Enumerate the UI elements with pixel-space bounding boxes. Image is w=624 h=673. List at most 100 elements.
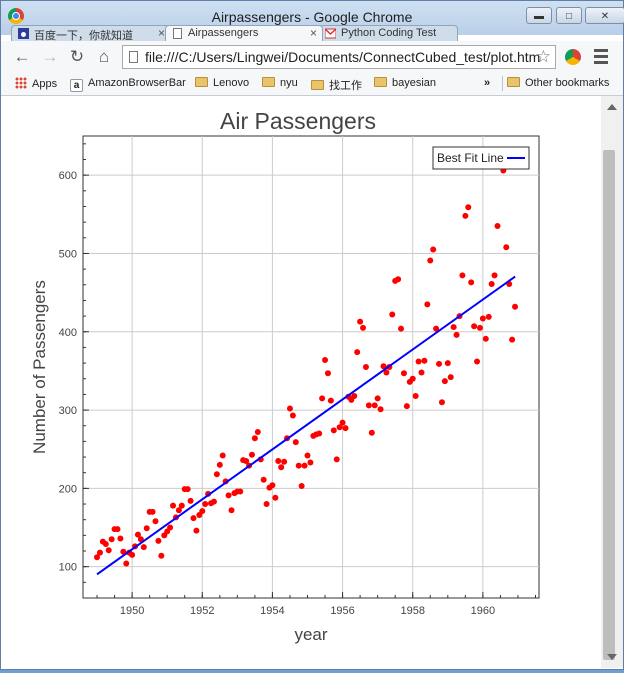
data-point — [383, 369, 390, 376]
x-tick-label: 1952 — [190, 605, 214, 617]
data-point — [123, 560, 130, 567]
chrome-menu-icon[interactable] — [594, 47, 608, 65]
data-point — [433, 325, 440, 332]
tab-label: 百度一下，你就知道 — [34, 30, 133, 41]
data-point — [368, 429, 375, 436]
data-point — [418, 369, 425, 376]
tab-python-coding-test[interactable]: Python Coding Test — [318, 25, 458, 41]
data-point — [371, 402, 378, 409]
y-tick-label: 600 — [59, 170, 77, 182]
page-content: 1950 1952 1954 1956 1958 1960 100 200 300 400 500… — [1, 96, 601, 668]
data-point — [158, 552, 165, 559]
legend: Best Fit Line — [432, 146, 530, 170]
tab-close-icon[interactable]: × — [309, 26, 317, 40]
scroll-up-arrow-icon[interactable] — [607, 104, 617, 110]
grid — [83, 136, 539, 598]
fit-line-series — [96, 275, 516, 576]
data-point — [427, 257, 434, 264]
tab-airpassengers[interactable]: Airpassengers × — [165, 25, 323, 41]
data-point — [301, 462, 308, 469]
scatter-series — [94, 154, 519, 567]
data-point — [272, 494, 279, 501]
x-axis-label: year — [294, 625, 327, 644]
data-point — [479, 315, 486, 322]
data-point — [327, 397, 334, 404]
bookmark-nyu[interactable]: nyu — [262, 77, 298, 89]
data-point — [441, 378, 448, 385]
data-point — [251, 435, 258, 442]
legend-label: Best Fit Line — [437, 151, 504, 165]
y-tick-label: 100 — [59, 562, 77, 574]
data-point — [210, 498, 217, 505]
data-point — [324, 370, 331, 377]
data-point — [295, 462, 302, 469]
data-point — [155, 537, 162, 544]
data-point — [509, 336, 516, 343]
data-point — [339, 419, 346, 426]
reload-icon[interactable]: ↻ — [69, 47, 85, 66]
data-point — [213, 471, 220, 478]
data-point — [319, 395, 326, 402]
data-point — [389, 311, 396, 318]
data-point — [430, 246, 437, 253]
minimize-button[interactable]: ▬ — [526, 7, 552, 24]
data-point — [362, 364, 369, 370]
close-window-button[interactable]: ✕ — [585, 7, 624, 24]
bookmark-apps[interactable]: Apps — [15, 77, 57, 90]
address-bar[interactable]: file:///C:/Users/Lingwei/Documents/Conne… — [122, 45, 556, 69]
data-point — [444, 360, 451, 367]
extension-icon[interactable] — [565, 49, 581, 65]
maximize-button[interactable]: □ — [556, 7, 582, 24]
tab-close-icon[interactable]: × — [157, 26, 165, 40]
scroll-down-arrow-icon[interactable] — [607, 654, 617, 660]
data-point — [129, 551, 136, 558]
data-point — [248, 451, 255, 458]
data-point — [243, 457, 250, 464]
data-point — [360, 324, 367, 331]
data-point — [330, 427, 337, 434]
bookmark-other[interactable]: Other bookmarks — [507, 77, 609, 89]
bookmarks-divider — [502, 76, 503, 91]
tab-baidu[interactable]: 百度一下，你就知道 × — [11, 25, 171, 41]
data-point — [304, 452, 311, 459]
data-point — [476, 324, 483, 331]
bookmark-lenovo[interactable]: Lenovo — [195, 77, 249, 89]
data-point — [114, 526, 121, 533]
baidu-paw-icon — [18, 28, 29, 39]
data-point — [403, 403, 410, 410]
data-point — [336, 424, 343, 431]
amazon-icon: a — [70, 79, 83, 92]
data-point — [149, 508, 156, 515]
vertical-scrollbar[interactable] — [601, 96, 623, 668]
bookmark-star-icon[interactable]: ☆ — [535, 47, 551, 66]
data-point — [292, 439, 299, 446]
data-point — [409, 375, 416, 382]
data-point — [459, 272, 466, 279]
data-point — [190, 515, 197, 522]
y-axis: 100 200 300 400 500 600 — [59, 143, 89, 583]
best-fit-line — [96, 275, 516, 576]
bookmark-bayesian[interactable]: bayesian — [374, 77, 436, 89]
forward-arrow-icon[interactable]: → — [41, 47, 59, 66]
bookmark-amazonbrowserbar[interactable]: a AmazonBrowserBar — [70, 77, 186, 92]
data-point — [143, 525, 150, 532]
x-tick-label: 1958 — [400, 605, 424, 617]
data-point — [412, 392, 419, 399]
folder-icon — [195, 77, 208, 87]
bookmark-job-search[interactable]: 找工作 — [311, 77, 362, 93]
data-point — [275, 457, 282, 464]
data-point — [193, 527, 200, 534]
chrome-icon — [8, 8, 24, 24]
address-url[interactable]: file:///C:/Users/Lingwei/Documents/Conne… — [145, 49, 540, 65]
data-point — [436, 360, 443, 367]
data-point — [187, 497, 194, 504]
data-point — [395, 276, 402, 283]
tab-strip: 百度一下，你就知道 × Airpassengers × Python Codin… — [1, 25, 623, 41]
apps-grid-icon — [15, 77, 27, 89]
home-icon[interactable]: ⌂ — [98, 47, 110, 66]
bookmarks-overflow-button[interactable]: » — [484, 77, 491, 89]
back-arrow-icon[interactable]: ← — [13, 47, 31, 66]
data-point — [365, 402, 372, 409]
scrollbar-thumb[interactable] — [603, 150, 615, 660]
